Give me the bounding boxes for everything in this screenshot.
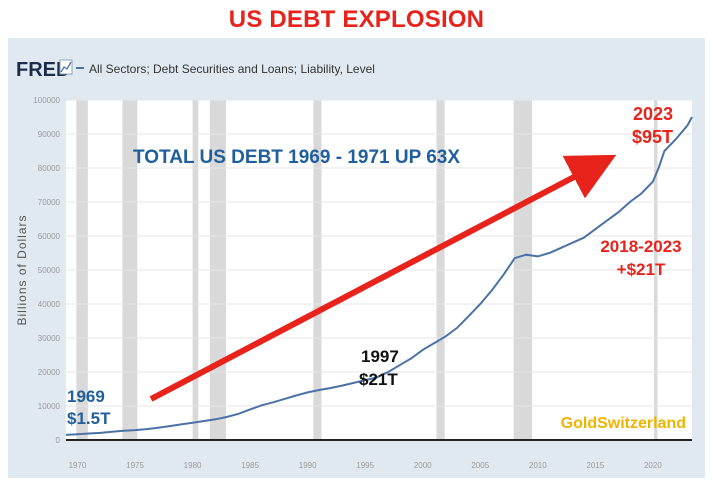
fred-graph-icon: [59, 59, 73, 75]
fred-logo: FRED: [16, 59, 70, 81]
annotation-total-debt: TOTAL US DEBT 1969 - 1971 UP 63X: [133, 147, 460, 168]
x-tick-labels: 1970 1975 1980 1985 1990 1995 2000 2005 2010 2015…: [69, 461, 663, 470]
x-tick-label-6: 2000: [414, 461, 432, 470]
watermark-goldswitzerland: GoldSwitzerland: [561, 415, 686, 432]
y-axis-label: Billions of Dollars: [15, 214, 29, 325]
x-tick-label-3: 1985: [241, 461, 259, 470]
y-tick-label-10: 100000: [33, 96, 60, 105]
series-line-all-sectors-debt: [65, 116, 693, 436]
annotation-1997-value: $21T: [359, 370, 398, 389]
y-tick-label-4: 40000: [38, 300, 61, 309]
y-tick-label-5: 50000: [38, 266, 61, 275]
annotation-1997-year: 1997: [361, 347, 399, 366]
annotation-1969-value: $1.5T: [67, 409, 111, 428]
trend-arrow: [149, 154, 617, 402]
annotation-2023-year: 2023: [633, 104, 673, 124]
x-tick-label-5: 1995: [356, 461, 374, 470]
y-tick-label-6: 60000: [38, 232, 61, 241]
x-tick-label-10: 2020: [644, 461, 662, 470]
y-tick-label-8: 80000: [38, 164, 61, 173]
annotation-2018-2023-period: 2018-2023: [600, 237, 681, 256]
x-tick-label-8: 2010: [529, 461, 547, 470]
main-title: US DEBT EXPLOSION: [228, 6, 485, 33]
x-tick-label-7: 2005: [471, 461, 489, 470]
y-tick-labels: 0 10000 20000 30000 40000 50000 60000 70000 8000…: [33, 96, 60, 445]
y-tick-label-7: 70000: [38, 198, 61, 207]
y-tick-label-9: 90000: [38, 130, 61, 139]
x-tick-label-2: 1980: [184, 461, 202, 470]
series-legend-label: All Sectors; Debt Securities and Loans; …: [89, 62, 375, 76]
annotation-1969-year: 1969: [67, 387, 105, 406]
x-tick-label-4: 1990: [299, 461, 317, 470]
grid-lines: [66, 99, 692, 407]
annotation-2018-2023-change: +$21T: [617, 260, 666, 279]
annotation-2023-value: $95T: [632, 127, 673, 147]
x-tick-label-1: 1975: [126, 461, 144, 470]
x-tick-label-0: 1970: [69, 461, 87, 470]
y-tick-label-0: 0: [56, 436, 61, 445]
y-tick-label-1: 10000: [38, 402, 61, 411]
y-tick-label-2: 20000: [38, 368, 61, 377]
x-tick-label-9: 2015: [586, 461, 604, 470]
y-tick-label-3: 30000: [38, 334, 61, 343]
